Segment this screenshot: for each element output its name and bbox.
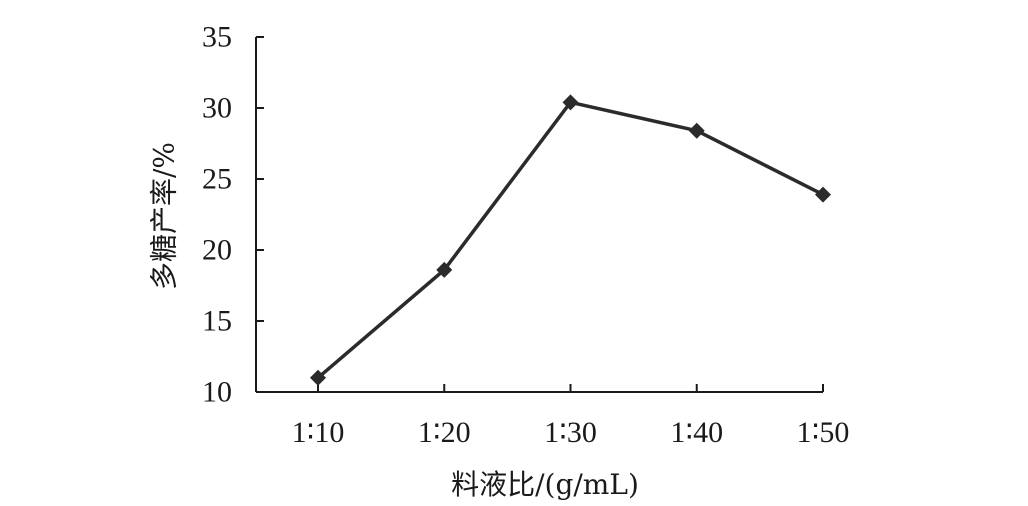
series-layer (310, 94, 831, 386)
data-point-marker (310, 369, 326, 386)
x-tick-label: 1∶20 (418, 416, 471, 449)
y-tick-label: 20 (202, 234, 232, 267)
x-ticks: 1∶10 1∶20 1∶30 1∶40 1∶50 (292, 384, 850, 449)
y-ticks: 10 15 20 25 30 35 (202, 21, 264, 409)
x-tick-label: 1∶30 (544, 416, 597, 449)
series-line (316, 100, 824, 380)
data-point-marker (436, 261, 453, 278)
x-tick-label: 1∶50 (797, 416, 850, 449)
y-tick-label: 35 (202, 21, 232, 54)
y-tick-label: 10 (202, 376, 232, 409)
axes (255, 37, 823, 393)
data-point-marker (815, 186, 831, 203)
x-tick-label: 1∶40 (670, 416, 723, 449)
y-tick-label: 30 (202, 92, 232, 125)
x-tick-label: 1∶10 (292, 416, 345, 449)
y-axis-title: 多糖产率/% (148, 142, 181, 290)
y-tick-label: 25 (202, 163, 232, 196)
data-point-marker (562, 94, 579, 111)
data-point-marker (688, 122, 705, 139)
y-tick-label: 15 (202, 305, 232, 338)
x-axis-title: 料液比/(g/mL) (451, 468, 639, 501)
